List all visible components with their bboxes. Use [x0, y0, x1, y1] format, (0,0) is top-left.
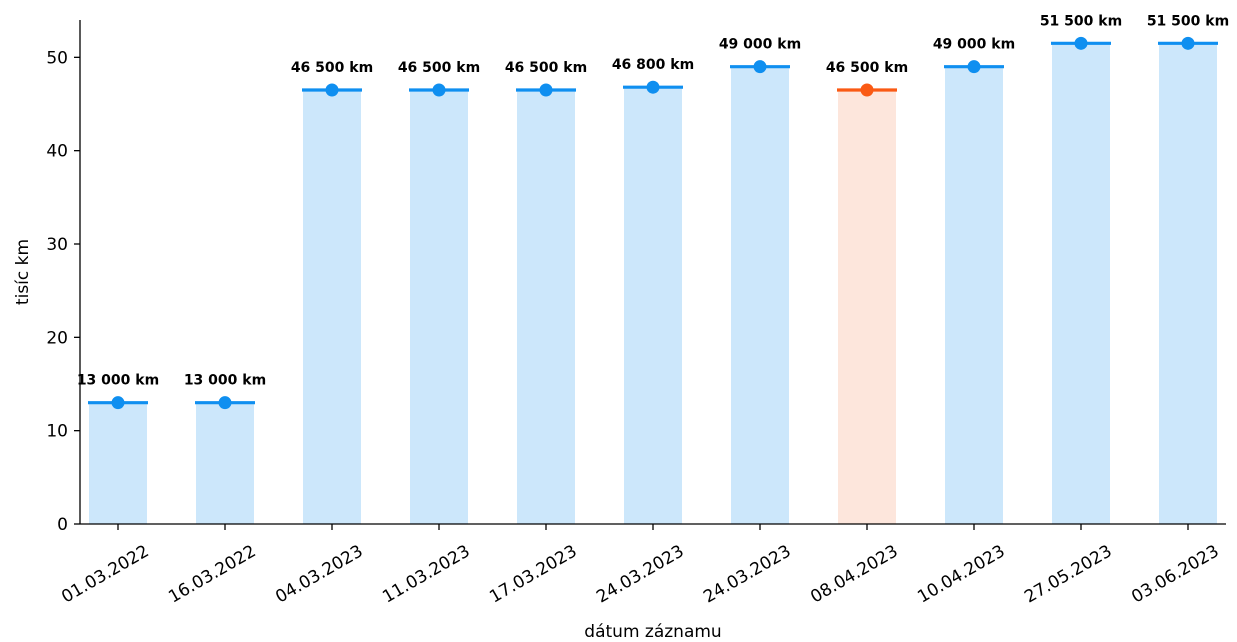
- y-axis-title: tisíc km: [13, 239, 33, 305]
- bar: [89, 402, 147, 524]
- value-marker: [646, 80, 660, 94]
- data-label: 46 500 km: [826, 60, 908, 76]
- x-tick-label: 11.03.2023: [379, 541, 473, 607]
- bar: [624, 87, 682, 524]
- data-label: 49 000 km: [719, 37, 801, 53]
- y-tick-label: 10: [46, 422, 68, 442]
- value-marker: [218, 396, 232, 410]
- data-label: 49 000 km: [933, 37, 1015, 53]
- data-label: 46 800 km: [612, 57, 694, 73]
- x-tick-label: 24.03.2023: [700, 541, 794, 607]
- x-tick-label: 24.03.2023: [593, 541, 687, 607]
- value-marker: [753, 60, 767, 74]
- bar: [1159, 43, 1217, 524]
- x-tick-label: 08.04.2023: [807, 541, 901, 607]
- data-label: 46 500 km: [398, 60, 480, 76]
- data-label: 46 500 km: [291, 60, 373, 76]
- bar: [731, 66, 789, 525]
- x-tick-label: 17.03.2023: [486, 541, 580, 607]
- data-labels-layer: 13 000 km 13 000 km 46 500 km 46 500 km 46 5…: [77, 13, 1229, 388]
- bar: [196, 402, 254, 524]
- y-tick-label: 20: [46, 328, 68, 348]
- y-tick-label: 40: [46, 142, 68, 162]
- value-marker: [1181, 36, 1195, 50]
- markers-layer: [88, 36, 1218, 410]
- bars-layer: [89, 43, 1217, 525]
- x-tick-label: 01.03.2022: [58, 541, 152, 607]
- data-label: 13 000 km: [184, 373, 266, 389]
- value-marker: [325, 83, 339, 97]
- data-label: 46 500 km: [505, 60, 587, 76]
- x-tick-label: 03.06.2023: [1128, 541, 1222, 607]
- x-tick-label: 04.03.2023: [272, 541, 366, 607]
- value-marker: [111, 396, 125, 410]
- value-marker: [539, 83, 553, 97]
- bar: [838, 90, 896, 524]
- value-marker: [967, 60, 981, 74]
- value-marker: [1074, 36, 1088, 50]
- bar: [517, 90, 575, 524]
- bar: [1052, 43, 1110, 524]
- data-label: 51 500 km: [1040, 13, 1122, 29]
- bar: [303, 90, 361, 524]
- x-tick-label: 27.05.2023: [1021, 541, 1115, 607]
- value-marker: [432, 83, 446, 97]
- y-ticks-layer: 0 10 20 30 40 50: [46, 48, 80, 535]
- x-ticks-layer: 01.03.2022 16.03.2022 04.03.2023 11.03.2023…: [58, 524, 1223, 607]
- value-marker: [860, 83, 874, 97]
- y-tick-label: 30: [46, 235, 68, 255]
- y-tick-label: 50: [46, 48, 68, 68]
- data-label: 13 000 km: [77, 373, 159, 389]
- bar: [410, 90, 468, 524]
- y-tick-label: 0: [57, 515, 68, 535]
- data-label: 51 500 km: [1147, 13, 1229, 29]
- x-tick-label: 16.03.2022: [165, 541, 259, 607]
- x-axis-title: dátum záznamu: [584, 622, 721, 642]
- bar: [945, 66, 1003, 525]
- x-tick-label: 10.04.2023: [914, 541, 1008, 607]
